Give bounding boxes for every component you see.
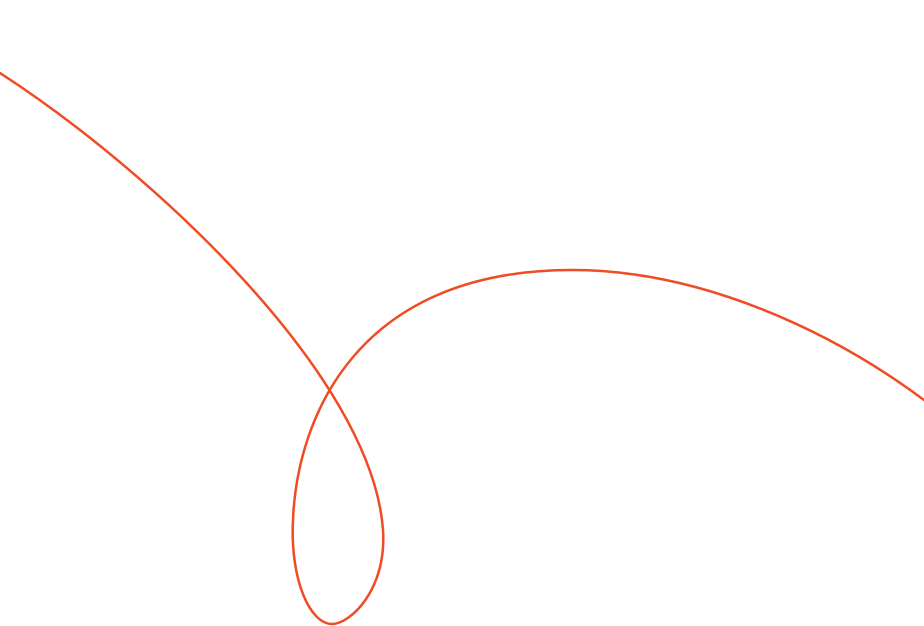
decorative-curve bbox=[0, 71, 924, 626]
